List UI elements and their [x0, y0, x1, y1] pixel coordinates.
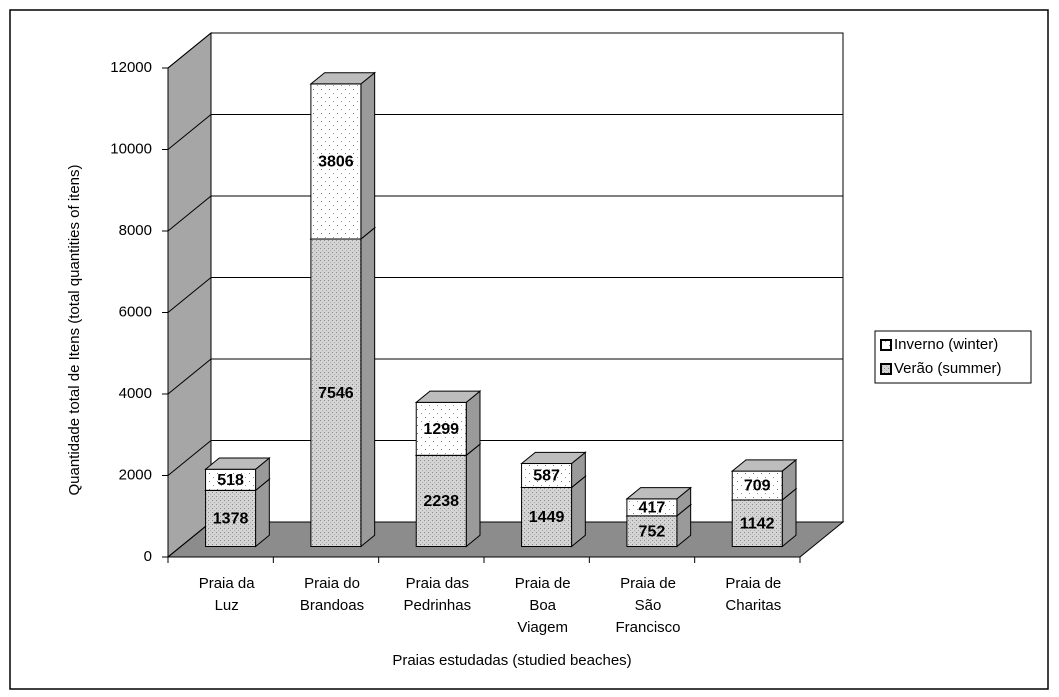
- data-label: 1142: [740, 515, 775, 532]
- bar-top: [625, 487, 693, 500]
- x-tick-label: Praia de: [725, 575, 781, 592]
- x-tick-label: São: [635, 597, 662, 614]
- bar-side: [465, 443, 481, 548]
- bar-side: [571, 475, 586, 548]
- bar-side: [360, 226, 376, 548]
- bar: [205, 489, 257, 547]
- legend-label: Inverno (winter): [894, 336, 998, 353]
- legend-marker: [880, 363, 892, 375]
- y-tick-label: 10000: [110, 140, 152, 157]
- bar: [626, 515, 678, 548]
- x-tick-label: Praia de: [515, 575, 571, 592]
- plot-area: 0 2000 4000 6000 8000 10000 12000 Praia da Luz 13…: [110, 31, 845, 636]
- legend-box: [874, 330, 1032, 384]
- bar: [731, 470, 783, 501]
- bar-top: [414, 390, 482, 403]
- y-tick-label: 0: [144, 548, 152, 565]
- data-label: 2238: [423, 493, 459, 510]
- data-label: 587: [533, 468, 560, 485]
- x-tick-label: Praia da: [199, 575, 256, 592]
- data-label: 1449: [529, 509, 565, 526]
- y-tick-label: 8000: [119, 222, 152, 239]
- data-label: 7546: [318, 385, 354, 402]
- y-tick-label: 6000: [119, 303, 152, 320]
- x-tick-label: Praia das: [406, 575, 469, 592]
- bar: [415, 454, 467, 548]
- x-tick-label: Praia de: [620, 575, 676, 592]
- data-label: 518: [217, 472, 244, 489]
- grid-line: [167, 32, 843, 69]
- bar-top: [309, 72, 377, 85]
- grid-line: [167, 440, 843, 476]
- grid-line: [167, 195, 843, 232]
- legend-label: Verão (summer): [894, 360, 1002, 377]
- y-tick-label: 2000: [119, 466, 152, 483]
- x-tick-label: Francisco: [615, 619, 680, 636]
- x-tick-label: Luz: [215, 597, 239, 614]
- y-tick-label: 12000: [110, 59, 152, 76]
- grid-line: [167, 358, 843, 395]
- data-label: 417: [639, 500, 666, 517]
- data-label: 709: [744, 478, 771, 495]
- grid-line: [167, 277, 843, 313]
- bar-top: [204, 457, 271, 470]
- y-axis-title: Quantidade total de Itens (total quantit…: [66, 164, 83, 495]
- bar-top: [520, 451, 587, 465]
- x-tick-label: Boa: [529, 597, 556, 614]
- x-axis-title: Praias estudadas (studied beaches): [392, 652, 631, 669]
- data-label: 1378: [213, 511, 249, 528]
- bar: [415, 401, 467, 456]
- legend-marker: [880, 339, 892, 351]
- bar: [521, 486, 573, 547]
- data-label: 752: [639, 523, 666, 540]
- x-tick-label: Praia do: [304, 575, 360, 592]
- x-tick-label: Viagem: [517, 619, 568, 636]
- bar-side: [360, 71, 376, 241]
- bar: [310, 238, 362, 548]
- data-label: 3806: [318, 154, 354, 171]
- x-tick-label: Pedrinhas: [404, 597, 472, 614]
- bar-top: [730, 459, 798, 472]
- y-tick-label: 4000: [119, 385, 152, 402]
- x-tick-label: Charitas: [725, 597, 781, 614]
- data-label: 1299: [423, 421, 459, 438]
- grid-line: [167, 114, 843, 150]
- x-tick-label: Brandoas: [300, 597, 364, 614]
- bar: [310, 83, 362, 240]
